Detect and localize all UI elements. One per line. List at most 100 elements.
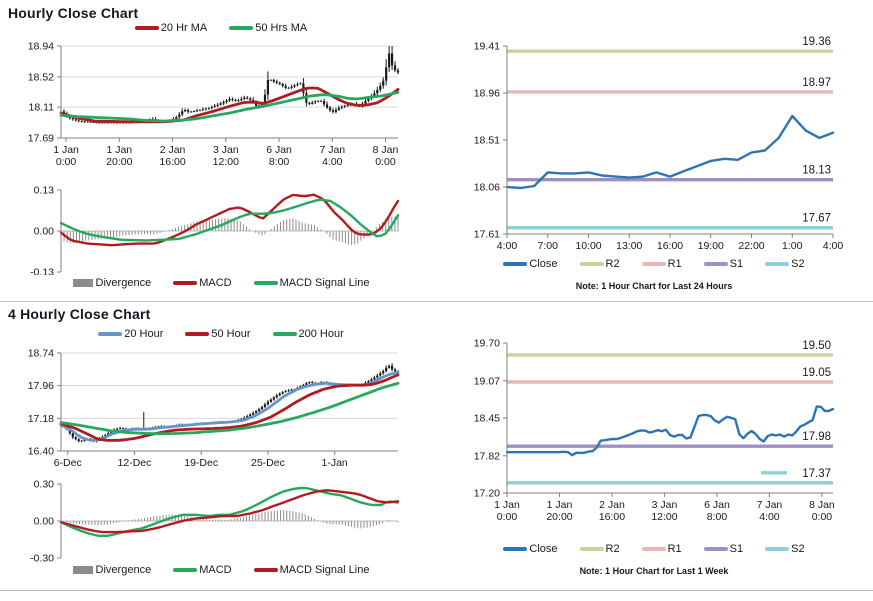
close-line <box>505 114 835 190</box>
legend-swatch <box>272 332 297 336</box>
y-tick-label: -0.30 <box>30 553 54 563</box>
legend-label: S1 <box>729 543 744 555</box>
x-tick-label: 1 Jan <box>53 144 79 156</box>
x-tick-label: 6-Dec <box>54 457 82 469</box>
y-tick-label: 18.45 <box>474 413 500 425</box>
x-tick-label: 2 Jan <box>599 499 625 511</box>
legend-label: Divergence <box>95 564 152 576</box>
y-tick-label: 0.00 <box>34 516 55 528</box>
x-tick-label: 10:00 <box>575 240 601 252</box>
section-divider <box>0 301 873 302</box>
y-tick-label: 0.00 <box>34 226 55 238</box>
legend-label: R1 <box>667 543 682 555</box>
macd-line <box>59 486 400 537</box>
legend-label: Close <box>529 543 558 555</box>
legend-swatch <box>703 262 728 266</box>
legend-item-divergence: Divergence <box>72 277 152 289</box>
y-tick-label: 18.06 <box>474 182 500 194</box>
x-tick-label: 1 Jan <box>106 144 132 156</box>
x-tick-label: 4:00 <box>823 240 844 252</box>
x-tick-label: 7:00 <box>538 240 559 252</box>
x-tick-label: 20:00 <box>106 156 132 168</box>
legend-item-r2: R2 <box>579 543 620 555</box>
level-label-r1: 18.97 <box>802 77 831 89</box>
x-tick-label: 2 Jan <box>160 144 186 156</box>
hourly-levels-legend: Close R2 R1 S1 S2 <box>442 258 866 270</box>
x-tick-label: 16:00 <box>599 511 625 523</box>
legend-swatch <box>173 568 198 572</box>
legend-label: 20 Hour <box>124 328 164 340</box>
legend-swatch <box>185 332 210 336</box>
y-tick-label: 18.96 <box>474 88 500 100</box>
x-tick-label: 7 Jan <box>757 499 783 511</box>
x-tick-label: 1 Jan <box>547 499 573 511</box>
legend-label: MACD <box>199 564 232 576</box>
y-tick-label: 18.52 <box>28 71 54 83</box>
x-tick-label: 16:00 <box>159 156 185 168</box>
legend-label: 200 Hour <box>298 328 344 340</box>
legend-item-s2: S2 <box>765 258 805 270</box>
x-tick-label: 3 Jan <box>652 499 678 511</box>
macd-line <box>59 193 400 247</box>
legend-swatch <box>229 26 254 30</box>
x-tick-label: 6 Jan <box>266 144 292 156</box>
y-tick-label: 16.40 <box>28 446 54 458</box>
x-tick-label: 0:00 <box>375 156 396 168</box>
legend-swatch <box>579 547 604 551</box>
legend-swatch <box>641 547 666 551</box>
x-tick-label: 0:00 <box>56 156 77 168</box>
y-tick-label: 19.41 <box>474 41 500 53</box>
y-tick-label: 19.70 <box>474 338 500 350</box>
legend-label: MACD Signal Line <box>279 564 370 576</box>
legend-item-divergence: Divergence <box>72 564 152 576</box>
legend-item-close: Close <box>503 258 558 270</box>
legend-swatch <box>503 547 528 551</box>
legend-item-50-hour: 50 Hour <box>185 328 251 340</box>
y-tick-label: 0.30 <box>34 479 55 491</box>
legend-label: S2 <box>791 258 805 270</box>
legend-item-s1: S1 <box>703 258 743 270</box>
level-label-s2: 17.67 <box>802 213 831 225</box>
legend-item-macd: MACD <box>173 277 232 289</box>
y-tick-label: 17.18 <box>28 413 54 425</box>
hourly-price-legend: 20 Hr MA 50 Hrs MA <box>8 22 434 34</box>
weekly-levels-note: Note: 1 Hour Chart for Last 1 Week <box>579 566 729 576</box>
legend-item-macd-signal-line: MACD Signal Line <box>253 564 370 576</box>
x-tick-label: 1 Jan <box>494 499 520 511</box>
x-tick-label: 8:00 <box>707 511 728 523</box>
level-label-r2: 19.36 <box>802 36 831 48</box>
legend-label: Divergence <box>95 277 152 289</box>
x-tick-label: 4:00 <box>759 511 780 523</box>
x-tick-label: 8 Jan <box>373 144 399 156</box>
x-tick-label: 6 Jan <box>704 499 730 511</box>
legend-item-macd: MACD <box>173 564 232 576</box>
four-hourly-macd-legend: Divergence MACD MACD Signal Line <box>8 564 434 576</box>
legend-swatch <box>253 568 278 572</box>
ma-line-0 <box>59 86 400 124</box>
legend-item-r2: R2 <box>579 258 620 270</box>
four-hourly-price-legend: 20 Hour 50 Hour 200 Hour <box>8 328 434 340</box>
y-tick-label: 18.74 <box>28 348 54 360</box>
x-tick-label: 20:00 <box>546 511 572 523</box>
level-label-r1: 19.05 <box>802 367 831 379</box>
legend-item-20-hr-ma: 20 Hr MA <box>134 22 207 34</box>
weekly-levels-legend: Close R2 R1 S1 S2 <box>442 543 866 555</box>
legend-swatch <box>253 281 278 285</box>
y-tick-label: 18.11 <box>29 102 55 114</box>
legend-swatch <box>765 547 790 551</box>
y-tick-label: 17.69 <box>28 133 54 145</box>
x-tick-label: 0:00 <box>812 511 833 523</box>
legend-label: 50 Hrs MA <box>255 22 308 34</box>
level-label-s1: 17.98 <box>802 431 831 443</box>
x-tick-label: 12:00 <box>651 511 677 523</box>
legend-item-50-hrs-ma: 50 Hrs MA <box>229 22 307 34</box>
legend-label: MACD <box>199 277 232 289</box>
x-tick-label: 1:00 <box>782 240 803 252</box>
legend-item-macd-signal-line: MACD Signal Line <box>253 277 369 289</box>
legend-item-close: Close <box>503 543 558 555</box>
legend-swatch <box>72 279 93 287</box>
y-tick-label: -0.13 <box>30 267 54 276</box>
